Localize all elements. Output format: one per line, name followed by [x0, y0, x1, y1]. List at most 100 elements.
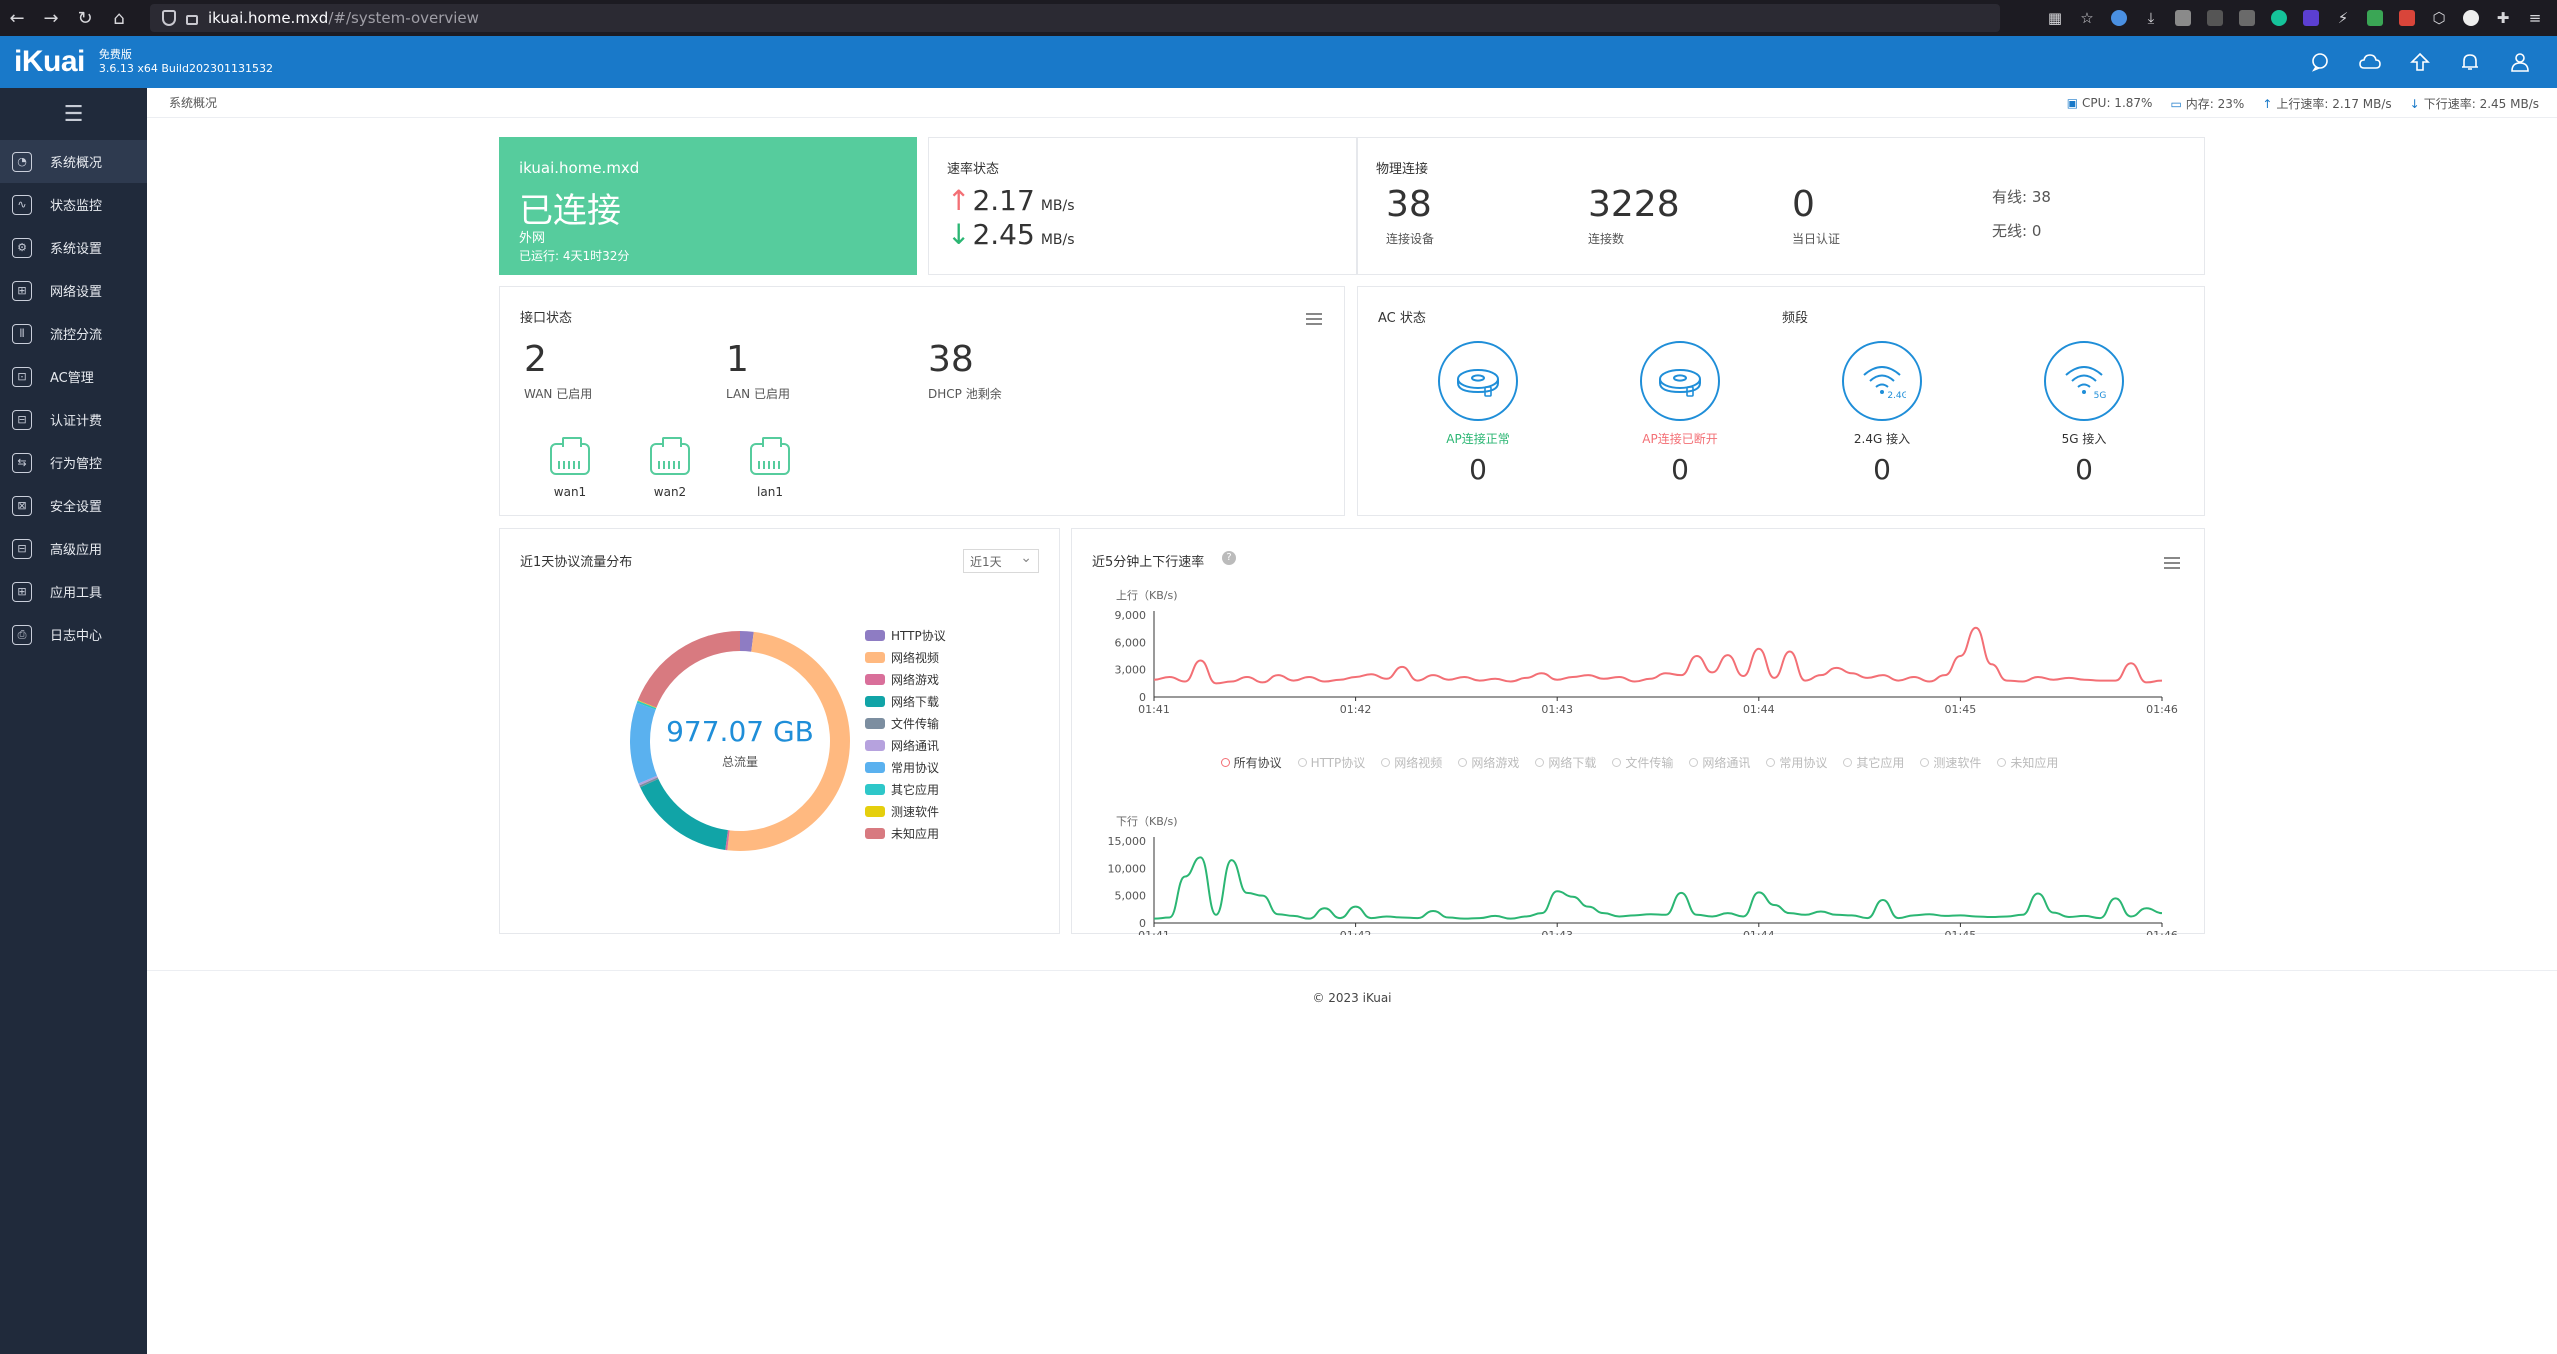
line-legend-item[interactable]: 未知应用: [1997, 754, 2058, 771]
sidebar-item-11[interactable]: ⎙ 日志中心: [0, 613, 147, 656]
legend-label: 其它应用: [891, 782, 940, 797]
sidebar-collapse-icon[interactable]: ☰: [63, 101, 84, 127]
pie-legend-item[interactable]: 网络下载: [865, 694, 939, 709]
chart-menu-icon[interactable]: [2164, 557, 2180, 569]
line-legend-item[interactable]: 网络游戏: [1458, 754, 1519, 771]
pie-slice[interactable]: [637, 700, 657, 709]
pie-slice[interactable]: [630, 702, 657, 784]
wan-status-card[interactable]: ikuai.home.mxd 已连接 外网 已运行: 4天1时32分: [499, 137, 917, 275]
user-icon[interactable]: [2509, 51, 2531, 73]
sidebar-item-6[interactable]: ⊟ 认证计费: [0, 398, 147, 441]
pie-legend-item[interactable]: HTTP协议: [865, 628, 946, 643]
extension-10-icon[interactable]: [2459, 6, 2483, 30]
grammarly-icon[interactable]: [2267, 6, 2291, 30]
cloud-icon[interactable]: [2359, 51, 2381, 73]
sidebar-item-9[interactable]: ⊟ 高级应用: [0, 527, 147, 570]
pie-slice[interactable]: [740, 631, 754, 652]
port-wan2[interactable]: [650, 437, 690, 487]
line-legend-item[interactable]: 所有协议: [1221, 754, 1282, 771]
extension-2-icon[interactable]: [2171, 6, 2195, 30]
pie-legend-item[interactable]: 未知应用: [865, 826, 939, 841]
address-bar[interactable]: ikuai.home.mxd/#/system-overview: [150, 4, 2000, 32]
sidebar-item-8[interactable]: ⊠ 安全设置: [0, 484, 147, 527]
wifi-2g-icon[interactable]: 2.4G: [1842, 341, 1922, 421]
menu-icon[interactable]: [1306, 313, 1322, 325]
bell-icon[interactable]: [2459, 51, 2481, 73]
extension-7-icon[interactable]: [2363, 6, 2387, 30]
time-range-value: 近1天: [970, 555, 1002, 569]
connected-devices-count[interactable]: 38: [1386, 184, 1432, 225]
line-legend-item[interactable]: 文件传输: [1612, 754, 1673, 771]
sidebar-item-7[interactable]: ⇆ 行为管控: [0, 441, 147, 484]
sidebar-item-4[interactable]: ⫴ 流控分流: [0, 312, 147, 355]
x-tick-label: 01:46: [2146, 703, 2178, 716]
menu-hamburger-icon[interactable]: ≡: [2528, 9, 2542, 27]
line-legend-item[interactable]: 测速软件: [1920, 754, 1981, 771]
pie-slice[interactable]: [640, 778, 728, 851]
bookmark-star-icon[interactable]: ☆: [2080, 9, 2094, 27]
daily-auth-count[interactable]: 0: [1792, 184, 1815, 225]
upgrade-icon[interactable]: [2409, 51, 2431, 73]
pie-slice[interactable]: [727, 631, 850, 851]
series-line[interactable]: [1153, 856, 2163, 920]
extension-1-icon[interactable]: [2107, 6, 2131, 30]
pie-slice[interactable]: [637, 631, 740, 708]
ac-title: AC 状态: [1378, 311, 1426, 326]
reload-icon[interactable]: ↻: [77, 7, 93, 29]
wifi-2g-label: 2.4G 接入: [1853, 432, 1911, 446]
port-wan2-label: wan2: [653, 485, 687, 499]
forward-icon[interactable]: →: [43, 7, 59, 29]
ap-ok-icon[interactable]: [1438, 341, 1518, 421]
monitor-icon: ∿: [12, 194, 32, 215]
sidebar-item-3[interactable]: ⊞ 网络设置: [0, 269, 147, 312]
line-legend-item[interactable]: 常用协议: [1766, 754, 1827, 771]
pie-legend-item[interactable]: 网络游戏: [865, 672, 939, 687]
shield-icon[interactable]: [162, 10, 176, 26]
extension-5-icon[interactable]: [2299, 6, 2323, 30]
ap-disconnected-icon[interactable]: [1640, 341, 1720, 421]
line-legend-item[interactable]: 网络视频: [1381, 754, 1442, 771]
extension-9-icon[interactable]: ⬡: [2432, 9, 2446, 27]
status-strip: 系统概况 ▣ CPU: 1.87% ▭ 内存: 23% ↑ 上行速率: 2.17 MB…: [147, 88, 2557, 118]
lock-icon[interactable]: [186, 15, 198, 25]
series-line[interactable]: [1153, 626, 2163, 685]
time-range-select[interactable]: 近1天: [963, 549, 1039, 573]
connections-count[interactable]: 3228: [1588, 184, 1680, 225]
extension-3-icon[interactable]: [2203, 6, 2227, 30]
qr-code-icon[interactable]: ▦: [2047, 9, 2063, 27]
help-icon[interactable]: ?: [1222, 551, 1236, 565]
line-legend-item[interactable]: 网络下载: [1535, 754, 1596, 771]
port-lan1[interactable]: [750, 437, 790, 487]
extension-8-icon[interactable]: [2395, 6, 2419, 30]
sidebar-item-1[interactable]: ∿ 状态监控: [0, 183, 147, 226]
pie-legend-item[interactable]: 其它应用: [865, 782, 940, 797]
pie-slice[interactable]: [636, 700, 657, 710]
sidebar-item-2[interactable]: ⚙ 系统设置: [0, 226, 147, 269]
ikuai-logo[interactable]: iKuai: [14, 45, 85, 78]
pie-slice[interactable]: [725, 830, 730, 851]
sidebar-item-5[interactable]: ⊡ AC管理: [0, 355, 147, 398]
line-legend-item[interactable]: 其它应用: [1843, 754, 1904, 771]
pie-legend-item[interactable]: 网络通讯: [865, 738, 939, 753]
memory-icon: ▭: [2170, 96, 2182, 111]
pie-legend-item[interactable]: 文件传输: [865, 716, 939, 731]
line-legend-item[interactable]: HTTP协议: [1298, 754, 1366, 771]
sidebar-item-0[interactable]: ◔ 系统概况: [0, 140, 147, 183]
port-wan1[interactable]: [550, 437, 590, 487]
home-icon[interactable]: ⌂: [113, 7, 125, 29]
download-icon[interactable]: ⤓: [2147, 9, 2155, 27]
back-icon[interactable]: ←: [9, 7, 25, 29]
wifi-5g-icon[interactable]: 5G: [2044, 341, 2124, 421]
pie-legend-item[interactable]: 测速软件: [865, 804, 939, 819]
extension-4-icon[interactable]: [2235, 6, 2259, 30]
pie-legend-item[interactable]: 常用协议: [865, 760, 939, 775]
extension-6-icon[interactable]: ⚡: [2337, 9, 2349, 27]
wan-count-label: WAN 已启用: [524, 387, 593, 401]
line-legend-item[interactable]: 网络通讯: [1689, 754, 1750, 771]
sidebar-item-10[interactable]: ⊞ 应用工具: [0, 570, 147, 613]
pie-slice[interactable]: [638, 775, 658, 786]
pie-slice[interactable]: [639, 777, 659, 788]
extensions-puzzle-icon[interactable]: ✚: [2496, 9, 2510, 27]
pie-legend-item[interactable]: 网络视频: [865, 650, 939, 665]
message-icon[interactable]: [2309, 51, 2331, 73]
